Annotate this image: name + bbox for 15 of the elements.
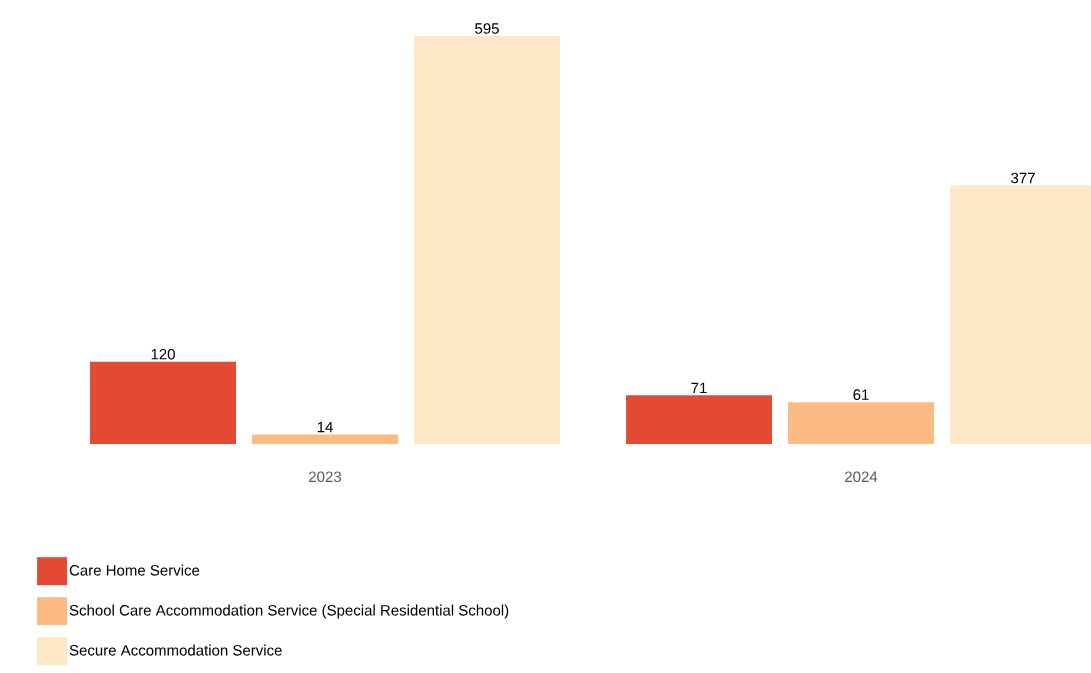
data-label: 595 [475,23,499,34]
bar [90,361,237,444]
legend-label: Secure Accommodation Service [69,644,282,656]
bar [626,395,773,444]
legend-label: Care Home Service [69,564,200,576]
data-label: 14 [317,421,333,433]
x-tick-label: 2024 [845,471,878,483]
data-label: 61 [853,389,869,400]
bar [788,402,935,444]
data-label: 71 [691,382,707,394]
data-label: 377 [1011,172,1035,184]
data-label: 120 [151,348,175,360]
legend-label: School Care Accommodation Service (Special Residential School) [69,604,509,619]
x-tick-label: 2023 [309,471,342,483]
bar [252,434,399,444]
